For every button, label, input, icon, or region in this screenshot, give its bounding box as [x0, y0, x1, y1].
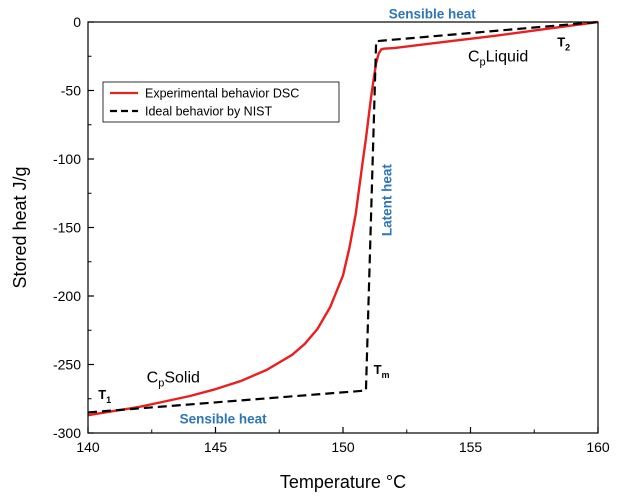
x-tick-label: 140 [76, 439, 100, 455]
y-tick-label: -250 [53, 357, 81, 373]
annotation-t1: T1 [98, 387, 111, 405]
series-layer [87, 20, 599, 417]
legend: Experimental behavior DSC Ideal behavior … [102, 81, 340, 123]
annotation-cp-liquid: CpLiquid [468, 49, 528, 69]
annotation-rest: Liquid [486, 49, 529, 66]
annotation-sensible-bottom: Sensible heat [180, 411, 268, 426]
y-tick-label: -50 [61, 83, 81, 99]
y-tick-label: -150 [53, 220, 81, 236]
y-tick-label: -200 [53, 288, 81, 304]
series-ideal-nist-line [87, 20, 599, 414]
annotation-subscript: 2 [565, 43, 570, 53]
annotation-subscript: m [382, 370, 390, 380]
annotation-main: C [468, 49, 480, 66]
annotation-t2: T2 [557, 35, 570, 53]
ticks-layer: 140 145 150 155 160 0 -50 -100 -150 -200 -250 -300 [53, 14, 610, 455]
annotation-latent: Latent heat [379, 164, 394, 237]
annotation-tm: Tm [374, 362, 390, 380]
annotation-sensible-top: Sensible heat [389, 7, 477, 22]
x-axis-title: Temperature °C [280, 472, 406, 492]
annotation-main: C [147, 369, 159, 386]
y-axis-title: Stored heat J/g [10, 166, 30, 288]
x-tick-label: 160 [586, 439, 610, 455]
annotation-subscript: p [480, 57, 486, 69]
annotation-main: T [557, 35, 565, 50]
x-tick-label: 155 [459, 439, 483, 455]
y-tick-label: -300 [53, 425, 81, 441]
legend-box [102, 81, 340, 123]
annotation-subscript: p [158, 377, 164, 389]
legend-label: Ideal behavior by NIST [145, 105, 273, 119]
annotation-cp-solid: CpSolid [147, 369, 200, 389]
x-tick-label: 150 [331, 439, 355, 455]
y-tick-label: -100 [53, 151, 81, 167]
legend-label: Experimental behavior DSC [145, 87, 299, 101]
annotation-rest: Solid [164, 369, 200, 386]
annotation-main: T [98, 387, 106, 402]
annotation-subscript: 1 [106, 395, 111, 405]
series-experimental-dsc-line [87, 20, 599, 417]
x-tick-label: 145 [204, 439, 228, 455]
annotation-main: T [374, 362, 382, 377]
y-tick-label: 0 [73, 14, 81, 30]
